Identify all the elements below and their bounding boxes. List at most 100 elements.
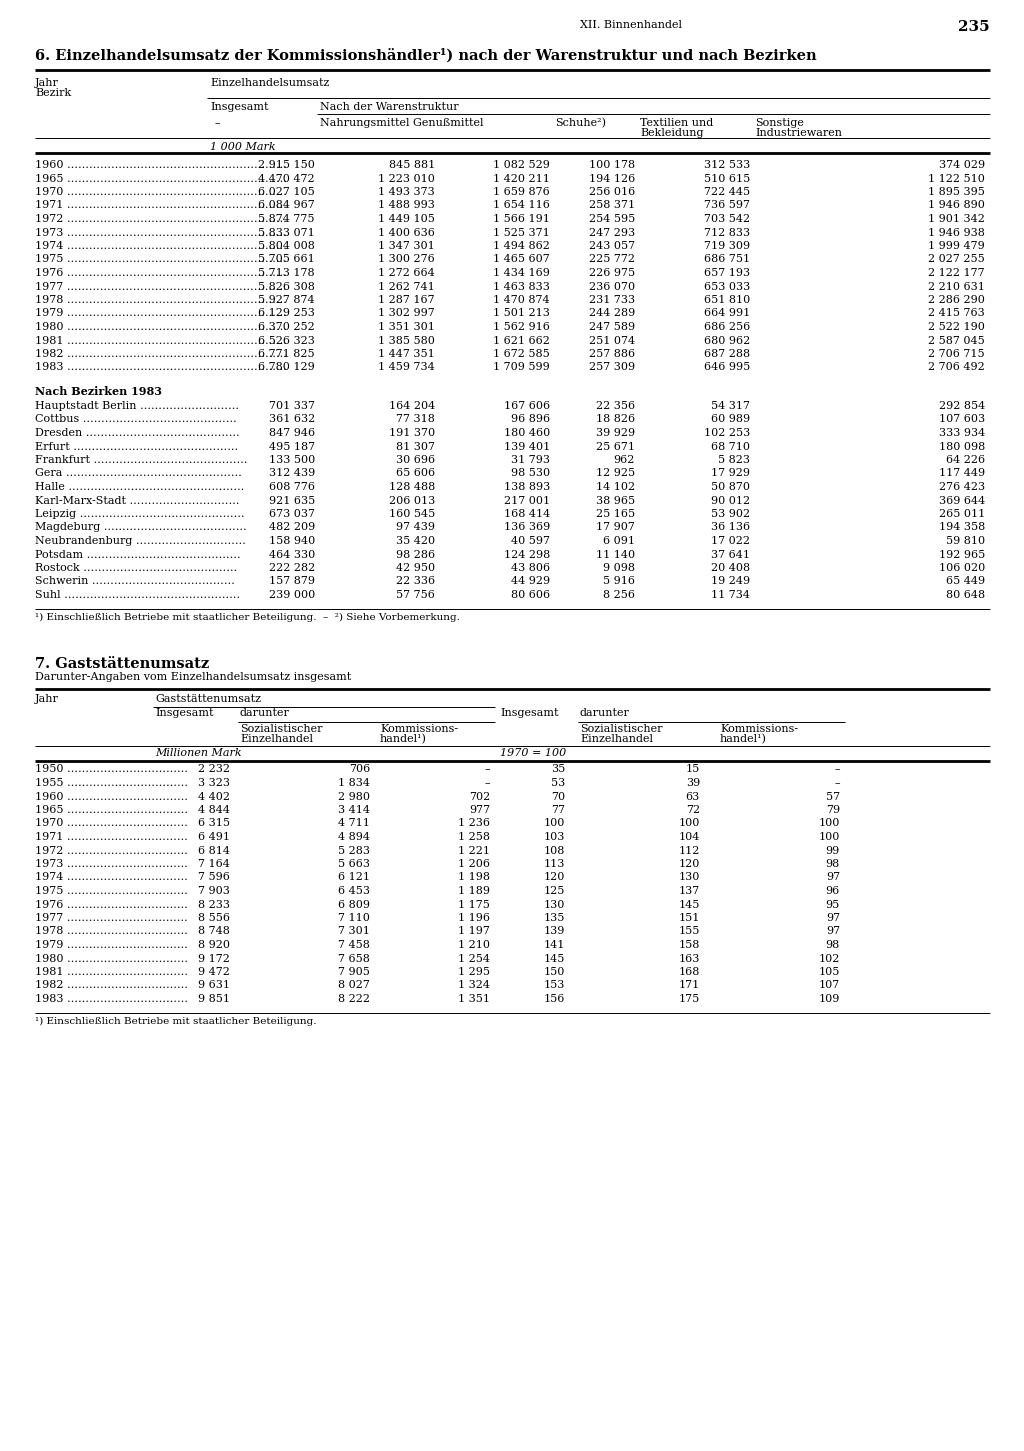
Text: 1 400 636: 1 400 636 — [378, 228, 435, 238]
Text: 6 091: 6 091 — [603, 535, 635, 546]
Text: 673 037: 673 037 — [269, 509, 315, 519]
Text: 80 648: 80 648 — [946, 591, 985, 601]
Text: 11 140: 11 140 — [596, 550, 635, 560]
Text: 2 210 631: 2 210 631 — [928, 281, 985, 292]
Text: 664 991: 664 991 — [703, 309, 750, 319]
Text: 80 606: 80 606 — [511, 591, 550, 601]
Text: 1 000 Mark: 1 000 Mark — [210, 142, 275, 152]
Text: 1972 ……………………………………………………: 1972 …………………………………………………… — [35, 213, 287, 223]
Text: 1 621 662: 1 621 662 — [494, 335, 550, 345]
Text: 1970 = 100: 1970 = 100 — [500, 749, 566, 759]
Text: 6 526 323: 6 526 323 — [258, 335, 315, 345]
Text: 1 946 890: 1 946 890 — [928, 200, 985, 210]
Text: 171: 171 — [679, 981, 700, 991]
Text: 43 806: 43 806 — [511, 563, 550, 573]
Text: 1973 ……………………………………………………: 1973 …………………………………………………… — [35, 228, 287, 238]
Text: 96 896: 96 896 — [511, 415, 550, 425]
Text: 9 472: 9 472 — [198, 966, 230, 977]
Text: 1973 ……………………………: 1973 …………………………… — [35, 859, 187, 869]
Text: 1965 ……………………………: 1965 …………………………… — [35, 805, 188, 815]
Text: Bezirk: Bezirk — [35, 89, 72, 99]
Text: 2 286 290: 2 286 290 — [928, 295, 985, 305]
Text: 54 317: 54 317 — [711, 400, 750, 411]
Text: 65 449: 65 449 — [946, 576, 985, 586]
Text: 369 644: 369 644 — [939, 495, 985, 505]
Text: 608 776: 608 776 — [269, 482, 315, 492]
Text: 2 122 177: 2 122 177 — [929, 268, 985, 279]
Text: darunter: darunter — [580, 708, 630, 718]
Text: 847 946: 847 946 — [269, 428, 315, 438]
Text: 12 925: 12 925 — [596, 469, 635, 479]
Text: 6 084 967: 6 084 967 — [258, 200, 315, 210]
Text: 138 893: 138 893 — [504, 482, 550, 492]
Text: 5 663: 5 663 — [338, 859, 370, 869]
Text: handel¹): handel¹) — [720, 734, 767, 744]
Text: Frankfurt ……………………………………: Frankfurt …………………………………… — [35, 456, 248, 464]
Text: Jahr: Jahr — [35, 694, 58, 704]
Text: 167 606: 167 606 — [504, 400, 550, 411]
Text: 164 204: 164 204 — [389, 400, 435, 411]
Text: 2 980: 2 980 — [338, 791, 370, 801]
Text: 180 460: 180 460 — [504, 428, 550, 438]
Text: 8 920: 8 920 — [198, 940, 230, 950]
Text: 1 122 510: 1 122 510 — [928, 174, 985, 183]
Text: 251 074: 251 074 — [589, 335, 635, 345]
Text: 7 658: 7 658 — [338, 953, 370, 963]
Text: Nahrungsmittel Genußmittel: Nahrungsmittel Genußmittel — [319, 118, 483, 128]
Text: 113: 113 — [544, 859, 565, 869]
Text: 1981 ……………………………: 1981 …………………………… — [35, 966, 188, 977]
Text: 139: 139 — [544, 927, 565, 936]
Text: 1 221: 1 221 — [458, 846, 490, 856]
Text: 719 309: 719 309 — [703, 241, 750, 251]
Text: 1970 ……………………………………………………: 1970 …………………………………………………… — [35, 187, 287, 197]
Text: 6 814: 6 814 — [198, 846, 230, 856]
Text: 130: 130 — [544, 900, 565, 910]
Text: Kommissions-: Kommissions- — [720, 724, 798, 734]
Text: 22 356: 22 356 — [596, 400, 635, 411]
Text: 145: 145 — [544, 953, 565, 963]
Text: 97: 97 — [826, 927, 840, 936]
Text: 104: 104 — [679, 831, 700, 842]
Text: 1 834: 1 834 — [338, 778, 370, 788]
Text: 5 874 775: 5 874 775 — [258, 213, 315, 223]
Text: Magdeburg …………………………………: Magdeburg ………………………………… — [35, 522, 247, 533]
Text: 1979 ……………………………………………………: 1979 …………………………………………………… — [35, 309, 287, 319]
Text: 168: 168 — [679, 966, 700, 977]
Text: 191 370: 191 370 — [389, 428, 435, 438]
Text: 81 307: 81 307 — [396, 441, 435, 451]
Text: 4 844: 4 844 — [198, 805, 230, 815]
Text: 139 401: 139 401 — [504, 441, 550, 451]
Text: Textilien und: Textilien und — [640, 118, 714, 128]
Text: 6 780 129: 6 780 129 — [258, 363, 315, 373]
Text: 77 318: 77 318 — [396, 415, 435, 425]
Text: 160 545: 160 545 — [389, 509, 435, 519]
Text: Industriewaren: Industriewaren — [755, 128, 842, 138]
Text: 158 940: 158 940 — [268, 535, 315, 546]
Text: 109: 109 — [818, 994, 840, 1004]
Text: 1976 ……………………………: 1976 …………………………… — [35, 900, 187, 910]
Text: 9 851: 9 851 — [198, 994, 230, 1004]
Text: 25 165: 25 165 — [596, 509, 635, 519]
Text: 57: 57 — [826, 791, 840, 801]
Text: 1 493 373: 1 493 373 — [378, 187, 435, 197]
Text: 6 129 253: 6 129 253 — [258, 309, 315, 319]
Text: 63: 63 — [686, 791, 700, 801]
Text: 258 371: 258 371 — [589, 200, 635, 210]
Text: 1 562 916: 1 562 916 — [494, 322, 550, 332]
Text: 1 420 211: 1 420 211 — [494, 174, 550, 183]
Text: 657 193: 657 193 — [703, 268, 750, 279]
Text: 7 164: 7 164 — [198, 859, 230, 869]
Text: 128 488: 128 488 — [389, 482, 435, 492]
Text: –: – — [484, 778, 490, 788]
Text: 222 282: 222 282 — [268, 563, 315, 573]
Text: 17 022: 17 022 — [711, 535, 750, 546]
Text: 79: 79 — [826, 805, 840, 815]
Text: 1 262 741: 1 262 741 — [378, 281, 435, 292]
Text: 1 525 371: 1 525 371 — [494, 228, 550, 238]
Text: 124 298: 124 298 — [504, 550, 550, 560]
Text: 25 671: 25 671 — [596, 441, 635, 451]
Text: 150: 150 — [544, 966, 565, 977]
Text: 1 470 874: 1 470 874 — [494, 295, 550, 305]
Text: 374 029: 374 029 — [939, 160, 985, 170]
Text: 276 423: 276 423 — [939, 482, 985, 492]
